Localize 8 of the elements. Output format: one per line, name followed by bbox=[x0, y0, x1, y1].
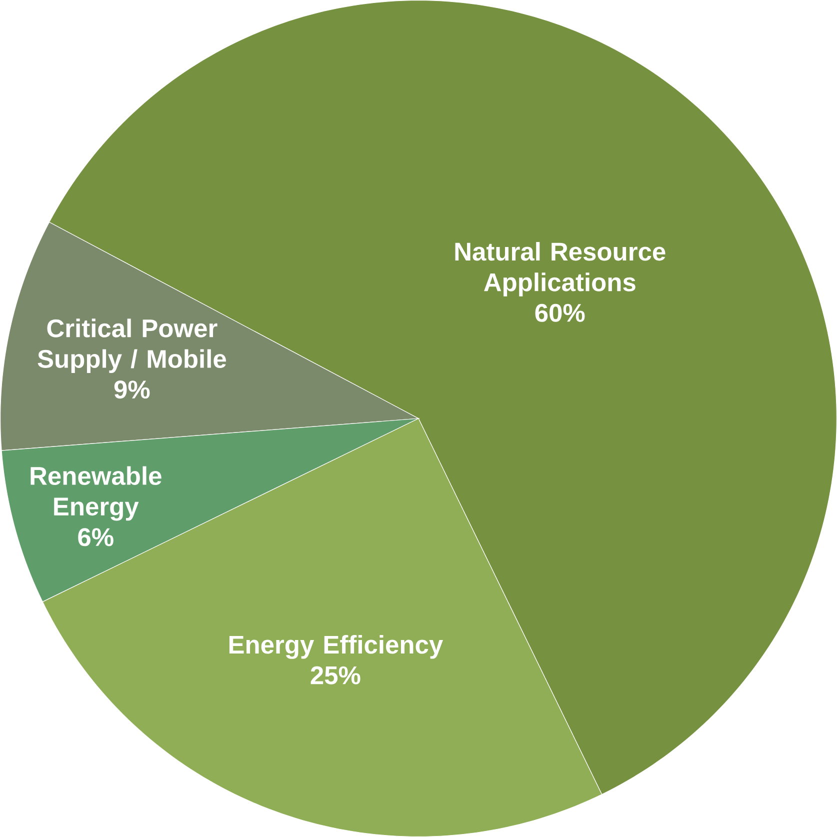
slice-label: Energy Efficiency bbox=[229, 635, 444, 659]
slice-label: Renewable Energy bbox=[30, 466, 162, 521]
data-label: 25% bbox=[310, 666, 360, 684]
data-label: 9% bbox=[114, 380, 150, 399]
slice-label: Natural Resource Applications bbox=[455, 242, 666, 296]
slice-label: Critical Power Supply / Mobile bbox=[38, 318, 226, 374]
data-label: 6% bbox=[78, 528, 114, 546]
data-label: 60% bbox=[535, 304, 585, 322]
